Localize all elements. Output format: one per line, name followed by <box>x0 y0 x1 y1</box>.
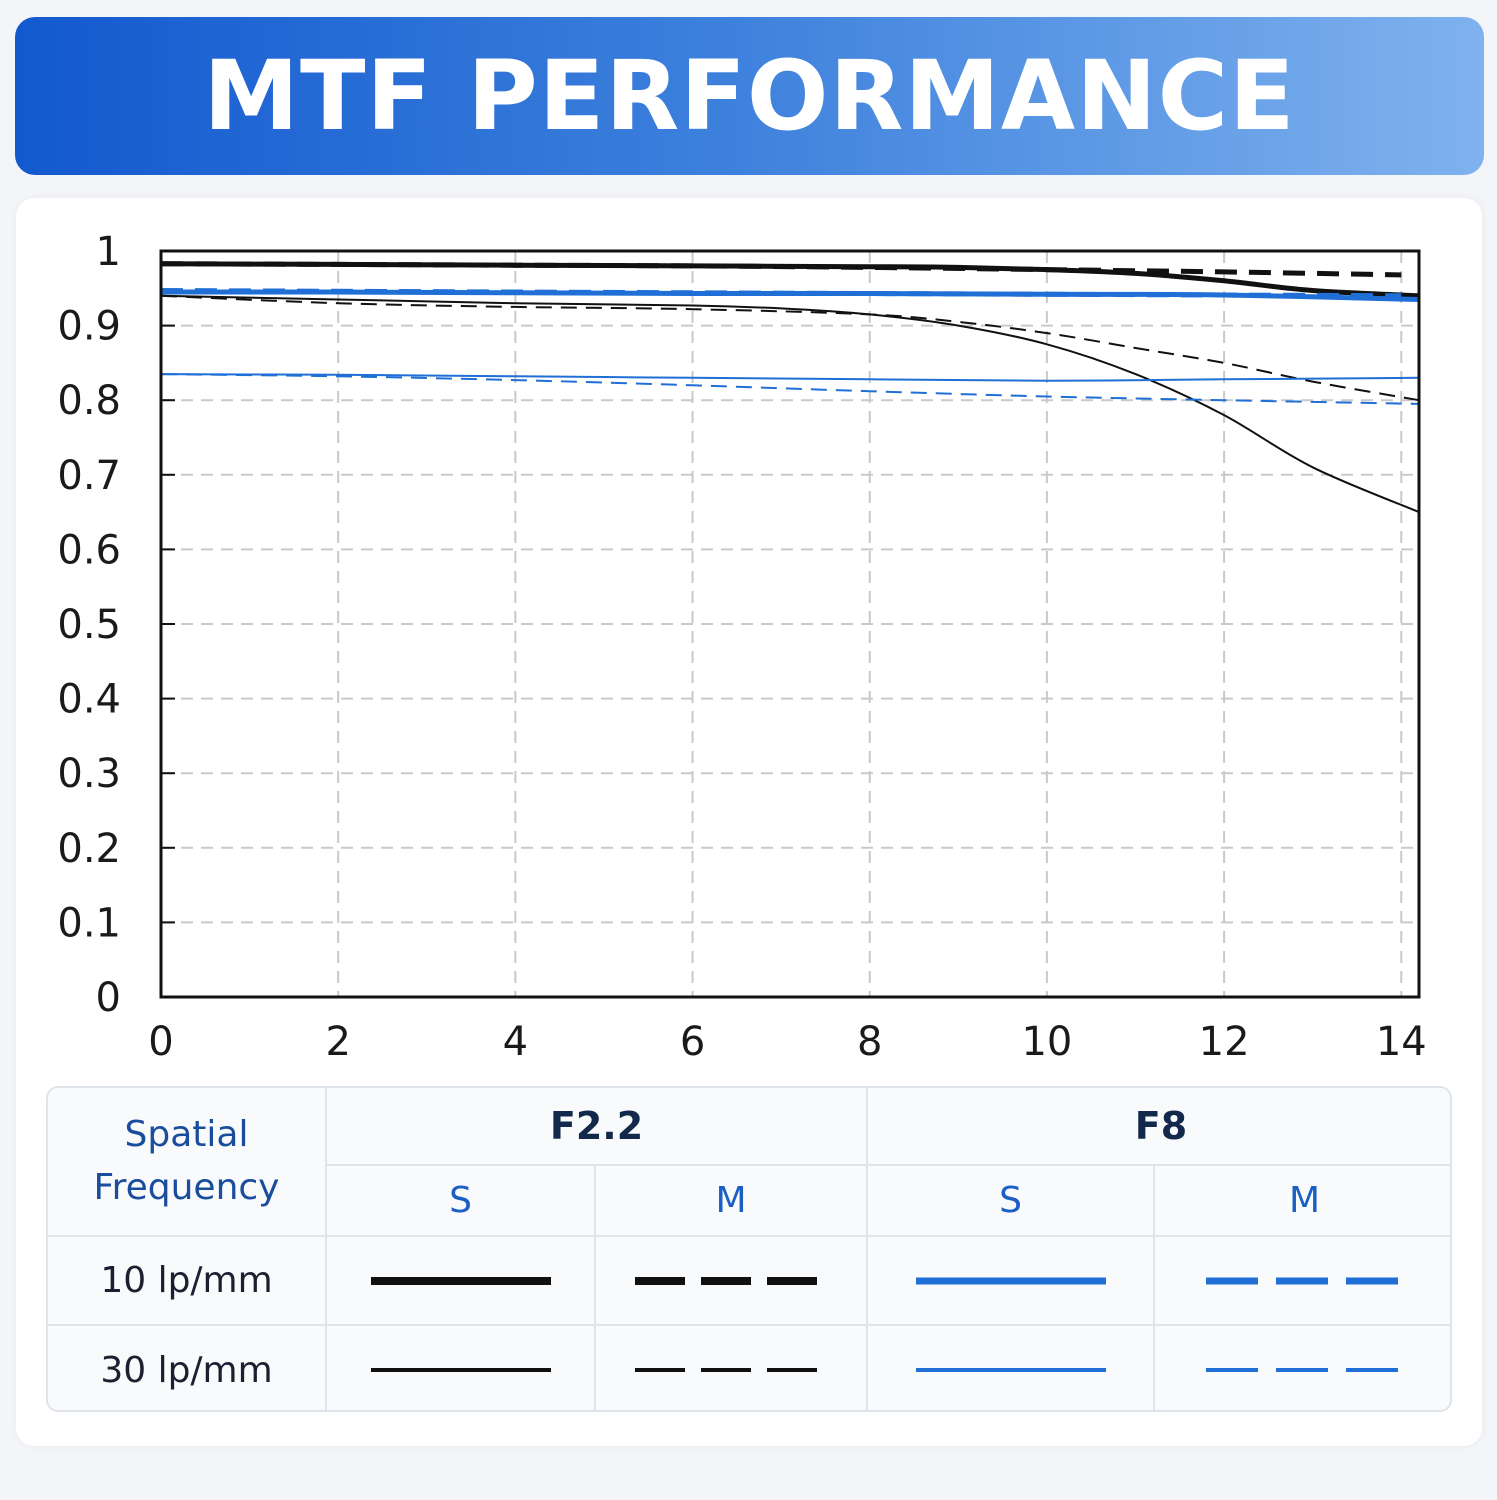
spatial-frequency-line1: Spatial <box>124 1114 249 1156</box>
x-tick-label: 2 <box>325 1019 350 1065</box>
y-tick-label: 0.8 <box>57 378 121 424</box>
f22-sagittal-header: S <box>326 1164 596 1237</box>
y-tick-label: 0.7 <box>57 453 121 499</box>
row-label-30lp: 30 lp/mm <box>48 1324 327 1410</box>
series-line-f22-s-30 <box>160 294 1420 514</box>
y-tick-label: 0.6 <box>57 527 121 573</box>
swatch-cell-f22-s-30 <box>325 1324 596 1410</box>
f8-meridional-header: M <box>1153 1164 1450 1237</box>
y-tick-label: 0.4 <box>57 677 121 723</box>
swatch-f22-s-10 <box>370 1276 551 1285</box>
y-tick-label: 1 <box>96 229 121 275</box>
plot-frame <box>159 249 1421 999</box>
f22-meridional-header: M <box>594 1164 868 1237</box>
aperture-f8-header: F8 <box>866 1088 1450 1166</box>
y-tick-label: 0.2 <box>57 826 121 872</box>
row-label-10lp: 10 lp/mm <box>48 1235 327 1326</box>
f8-sagittal-header: S <box>866 1164 1155 1237</box>
x-tick-label: 14 <box>1376 1019 1427 1065</box>
swatch-f22-m-30 <box>635 1368 827 1372</box>
swatch-f8-m-30 <box>1205 1368 1404 1372</box>
swatch-cell-f22-m-30 <box>594 1324 868 1410</box>
swatch-cell-f8-m-10 <box>1153 1235 1450 1326</box>
swatch-f22-s-30 <box>370 1368 551 1372</box>
swatch-cell-f8-m-30 <box>1153 1324 1450 1410</box>
legend-table: Spatial Frequency F2.2 F8 S M S M 10 lp/… <box>46 1086 1452 1412</box>
x-tick-label: 10 <box>1021 1019 1072 1065</box>
spatial-frequency-header: Spatial Frequency <box>48 1088 327 1237</box>
y-tick-label: 0.9 <box>57 304 121 350</box>
swatch-f8-s-10 <box>915 1277 1106 1284</box>
series-line-f22-m-10 <box>160 261 1402 278</box>
swatch-f8-s-30 <box>915 1368 1106 1372</box>
x-tick-label: 0 <box>148 1019 173 1065</box>
swatch-cell-f8-s-30 <box>866 1324 1155 1410</box>
y-tick-label: 0.1 <box>57 900 121 946</box>
swatch-f22-m-10 <box>635 1276 827 1285</box>
x-tick-label: 8 <box>857 1019 882 1065</box>
x-tick-label: 4 <box>503 1019 528 1065</box>
x-tick-label: 12 <box>1199 1019 1250 1065</box>
y-tick-label: 0.3 <box>57 751 121 797</box>
series-line-f8-s-30 <box>160 373 1420 382</box>
swatch-cell-f8-s-10 <box>866 1235 1155 1326</box>
y-tick-label: 0.5 <box>57 602 121 648</box>
series-line-f22-m-30 <box>160 294 1420 402</box>
swatch-f8-m-10 <box>1205 1277 1404 1284</box>
spatial-frequency-line2: Frequency <box>93 1166 280 1208</box>
swatch-cell-f22-s-10 <box>325 1235 596 1326</box>
x-tick-label: 6 <box>680 1019 705 1065</box>
mtf-chart: 00.10.20.30.40.50.60.70.80.910 2 4 6 8 10 12 14 <box>57 229 1427 1065</box>
title-banner: MTF PERFORMANCE <box>15 17 1484 175</box>
aperture-f22-header: F2.2 <box>325 1088 868 1166</box>
page-title: MTF PERFORMANCE <box>203 40 1296 152</box>
series-line-f8-m-10 <box>160 288 1402 299</box>
y-tick-label: 0 <box>96 975 121 1021</box>
swatch-cell-f22-m-10 <box>594 1235 868 1326</box>
